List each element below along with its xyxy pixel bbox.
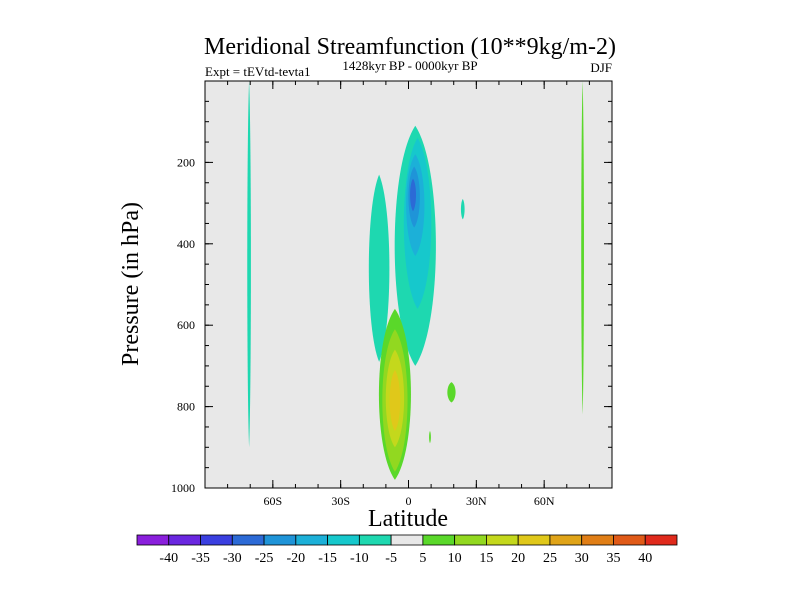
y-axis-title: Pressure (in hPa) xyxy=(118,202,144,366)
colorbar-swatch xyxy=(454,534,487,546)
colorbar-swatch xyxy=(263,534,297,546)
x-tick-label: 60N xyxy=(534,494,555,508)
experiment-label: Expt = tEVtd-tevta1 xyxy=(205,64,311,79)
colorbar-label: -25 xyxy=(255,551,274,566)
colorbar-label: -10 xyxy=(350,551,369,566)
colorbar-swatch xyxy=(517,534,551,546)
y-tick-label: 800 xyxy=(177,400,195,414)
x-tick-label: 0 xyxy=(406,494,412,508)
y-tick-label: 200 xyxy=(177,155,195,169)
colorbar-label: -30 xyxy=(223,551,242,566)
y-tick-label: 600 xyxy=(177,318,195,332)
colorbar-swatch xyxy=(613,534,646,546)
colorbar-swatch xyxy=(644,534,678,546)
x-tick-label: 30S xyxy=(331,494,350,508)
y-tick-label: 1000 xyxy=(171,481,195,495)
colorbar-swatch xyxy=(549,534,583,546)
colorbar-swatch xyxy=(295,534,328,546)
colorbar-label: 40 xyxy=(638,551,652,566)
contour-layer xyxy=(247,81,584,480)
colorbar-label: 30 xyxy=(575,551,589,566)
contour-region-5-12 xyxy=(447,382,456,403)
x-tick-label: 60S xyxy=(263,494,282,508)
colorbar-swatch xyxy=(358,534,392,546)
colorbar: -40 -35 -30 -25 -20 -15 -10 -5 5 10 15 20 25 30 35 40 xyxy=(136,534,678,566)
y-tick-label: 400 xyxy=(177,237,195,251)
contour-region--5-1 xyxy=(368,174,390,362)
contour-region-20-11 xyxy=(389,369,401,432)
colorbar-label: 20 xyxy=(511,551,525,566)
x-axis-title: Latitude xyxy=(368,506,448,532)
contour-region-5-13 xyxy=(581,81,584,415)
colorbar-label: -35 xyxy=(191,551,210,566)
contour-region-5-14 xyxy=(429,431,431,444)
colorbar-swatch xyxy=(390,534,424,546)
colorbar-label: 10 xyxy=(448,551,462,566)
contour-region--5-7 xyxy=(460,199,465,220)
colorbar-swatch xyxy=(327,534,360,546)
chart-title: Meridional Streamfunction (10**9kg/m-2) xyxy=(204,34,616,60)
colorbar-swatch xyxy=(200,534,233,546)
colorbar-label: 5 xyxy=(419,551,426,566)
colorbar-swatch xyxy=(168,534,201,546)
x-tick-label: 30N xyxy=(466,494,487,508)
colorbar-label: -20 xyxy=(286,551,305,566)
colorbar-label: 15 xyxy=(479,551,493,566)
colorbar-swatch xyxy=(581,534,614,546)
colorbar-label: -15 xyxy=(318,551,337,566)
y-axis-ticks: 200 400 600 800 1000 xyxy=(171,100,612,495)
x-axis-ticks: 60S 30S 0 30N 60N xyxy=(227,81,590,508)
colorbar-swatch xyxy=(231,534,265,546)
colorbar-label: -40 xyxy=(159,551,178,566)
colorbar-label: 35 xyxy=(606,551,620,566)
colorbar-swatch xyxy=(422,534,456,546)
colorbar-label: -5 xyxy=(385,551,397,566)
contour-region--5-0 xyxy=(247,81,251,448)
time-range-label: 1428kyr BP - 0000kyr BP xyxy=(342,58,477,73)
colorbar-swatch xyxy=(486,534,519,546)
colorbar-swatch xyxy=(136,534,170,546)
season-label: DJF xyxy=(590,60,612,75)
colorbar-label: 25 xyxy=(543,551,557,566)
contour-region--25-6 xyxy=(410,178,416,212)
